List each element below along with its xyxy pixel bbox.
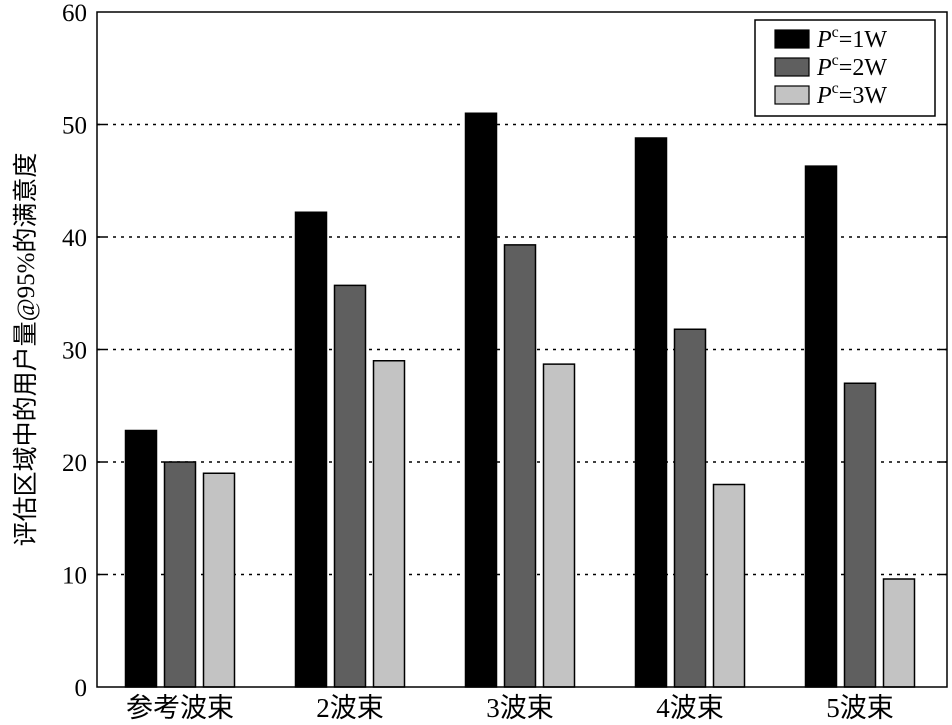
bar — [464, 112, 498, 688]
x-tick-label: 2波束 — [316, 693, 384, 723]
legend-label: Pc=1W — [816, 24, 887, 53]
bar — [843, 382, 877, 688]
y-tick-label: 50 — [62, 113, 87, 140]
bars — [124, 112, 916, 688]
legend-label: Pc=2W — [816, 52, 887, 81]
legend-label-base: P — [816, 27, 832, 53]
bar — [124, 429, 158, 688]
y-tick-label: 10 — [62, 563, 87, 590]
bar — [634, 137, 668, 688]
bar — [804, 165, 838, 688]
legend-label-base: P — [816, 55, 832, 81]
x-tick-label: 4波束 — [656, 693, 724, 723]
bar — [673, 328, 707, 688]
legend-swatch — [774, 85, 810, 105]
legend-label-sup: c — [832, 80, 839, 97]
x-tick-label: 5波束 — [826, 693, 894, 723]
bar — [712, 483, 746, 688]
y-axis-ticks: 0 10 20 30 40 50 60 — [62, 0, 947, 702]
y-tick-label: 20 — [62, 450, 87, 477]
legend-label-rest: =3W — [839, 83, 888, 109]
x-tick-label: 参考波束 — [126, 693, 234, 723]
y-tick-label: 0 — [75, 675, 88, 702]
bar — [542, 363, 576, 688]
legend-swatch — [774, 29, 810, 49]
y-tick-label: 40 — [62, 225, 87, 252]
legend-label: Pc=3W — [816, 80, 887, 109]
y-axis-label: 评估区域中的用户量@95%的满意度 — [12, 153, 40, 547]
x-tick-label: 3波束 — [486, 693, 554, 723]
legend-label-rest: =2W — [839, 55, 888, 81]
bar — [372, 360, 406, 688]
bar — [882, 578, 916, 688]
bar — [333, 284, 367, 688]
bar — [503, 244, 537, 688]
legend-swatch — [774, 57, 810, 77]
legend-label-rest: =1W — [839, 27, 888, 53]
legend-label-sup: c — [832, 52, 839, 69]
bar — [294, 211, 328, 688]
legend-label-base: P — [816, 83, 832, 109]
bar — [202, 472, 236, 688]
legend-label-sup: c — [832, 24, 839, 41]
bar — [163, 461, 197, 688]
x-axis-categories: 参考波束 2波束 3波束 4波束 5波束 — [126, 693, 894, 723]
y-tick-label: 30 — [62, 338, 87, 365]
y-tick-label: 60 — [62, 0, 87, 27]
